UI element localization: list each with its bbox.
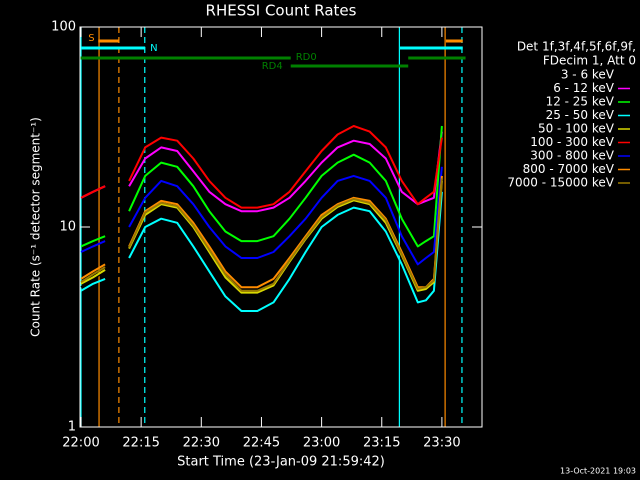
flag-label: N [150,43,157,54]
x-tick-label: 22:15 [122,436,159,451]
series-line [80,166,443,266]
legend-label: 100 - 300 keV [530,135,614,149]
legend-header: FDecim 1, Att 0 [543,54,636,68]
y-tick-label: 1 [68,420,76,435]
legend-label: 3 - 6 keV [561,68,615,82]
x-tick-label: 22:30 [183,436,220,451]
legend-header: Det 1f,3f,4f,5f,6f,9f, [517,40,636,54]
footer: 13-Oct-2021 19:03 [560,467,636,476]
y-tick-label: 100 [51,20,76,35]
x-tick-label: 23:15 [363,436,400,451]
y-axis-label: Count Rate (s⁻¹ detector segment⁻¹) [29,117,43,337]
series-line [80,178,443,292]
chart-title: RHESSI Count Rates [206,2,357,20]
legend-label: 6 - 12 keV [553,81,615,95]
series-line [80,191,443,312]
legend-label: 25 - 50 keV [546,108,615,122]
series-line [80,186,443,304]
legend-label: 800 - 7000 keV [523,162,615,176]
legend-label: 7000 - 15000 keV [507,176,614,190]
flag-label: RD0 [296,52,317,63]
x-axis-label: Start Time (23-Jan-09 21:59:42) [177,455,385,470]
flag-label: RD4 [262,61,283,72]
x-tick-label: 23:00 [303,436,340,451]
x-tick-label: 22:00 [62,436,99,451]
series-line [80,125,443,248]
x-tick-label: 22:45 [243,436,280,451]
series-line [80,125,443,209]
legend-label: 300 - 800 keV [530,149,614,163]
legend-label: 12 - 25 keV [546,95,615,109]
y-tick-label: 10 [59,220,76,235]
flag-label: S [88,33,94,44]
x-tick-label: 23:30 [423,436,460,451]
plot-area: S N RD0 RD4 [80,27,466,427]
legend-label: 50 - 100 keV [538,122,615,136]
